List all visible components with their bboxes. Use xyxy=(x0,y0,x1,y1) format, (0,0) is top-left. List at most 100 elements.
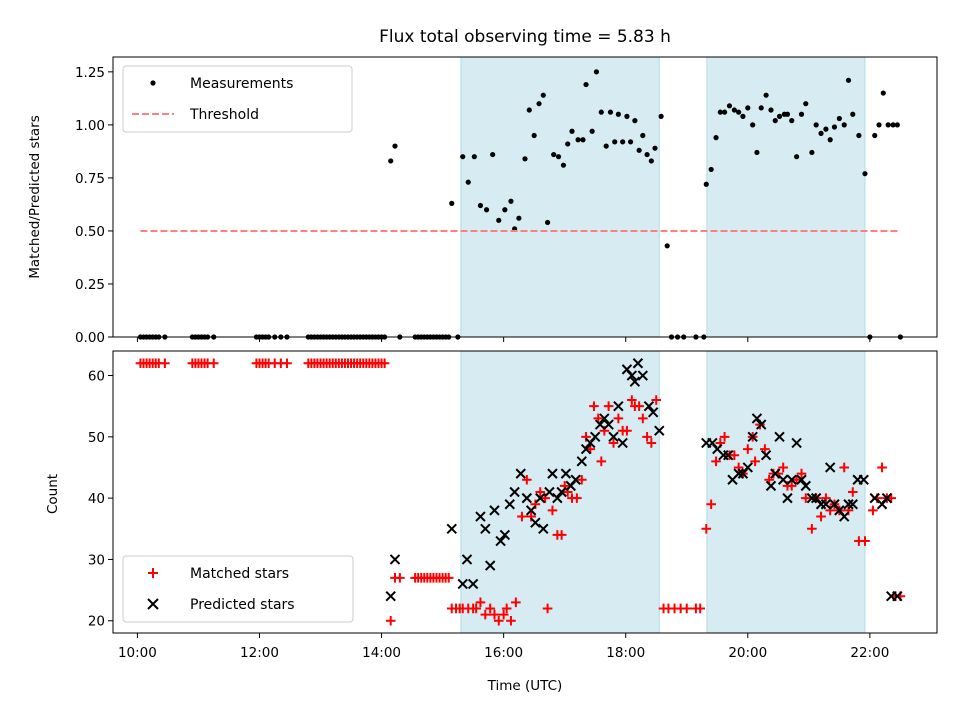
measurements-point xyxy=(754,149,760,156)
predicted-stars-point xyxy=(547,468,558,479)
measurements-point xyxy=(551,151,557,158)
axes-frame-bottom xyxy=(112,350,938,634)
y-tick-label-bottom: 30 xyxy=(88,552,105,568)
predicted-stars-point xyxy=(637,370,649,381)
x-tick-label: 12:00 xyxy=(240,645,279,661)
matched-stars-point xyxy=(816,511,826,522)
measurements-point xyxy=(536,101,542,107)
matched-stars-point xyxy=(547,505,558,516)
predicted-stars-point xyxy=(485,560,496,571)
matched-stars-point xyxy=(729,450,740,461)
predicted-stars-point xyxy=(570,474,581,485)
matched-stars-point xyxy=(517,511,527,522)
matched-stars-point xyxy=(596,456,607,467)
legend-label-predicted-stars: Predicted stars xyxy=(190,597,295,613)
measurements-point xyxy=(392,143,398,149)
y-tick-label-top: 0.50 xyxy=(75,224,105,240)
matched-stars-point xyxy=(282,358,292,369)
measurements-point xyxy=(789,118,795,124)
matched-stars-point xyxy=(572,493,582,503)
measurements-point xyxy=(471,154,477,160)
matched-stars-point xyxy=(622,425,632,436)
predicted-stars-point xyxy=(770,468,781,479)
matched-stars-point xyxy=(613,413,624,424)
predicted-stars-point xyxy=(632,358,644,369)
predicted-stars-point xyxy=(847,499,858,510)
measurements-point xyxy=(856,132,862,139)
predicted-stars-point xyxy=(613,400,624,412)
measurements-point xyxy=(477,202,484,209)
measurements-point xyxy=(740,113,746,119)
matched-stars-point xyxy=(778,462,788,473)
axes-frame-top xyxy=(112,56,938,338)
measurements-point xyxy=(648,158,654,164)
predicted-stars-point xyxy=(499,529,511,541)
measurements-point xyxy=(652,145,658,151)
measurements-point xyxy=(768,107,774,113)
measurements-point xyxy=(483,207,490,213)
predicted-stars-point xyxy=(515,468,526,479)
predicted-stars-point xyxy=(457,578,468,590)
predicted-stars-point xyxy=(786,474,797,485)
matched-stars-point xyxy=(511,597,521,608)
measurements-point xyxy=(803,101,809,107)
predicted-stars-point xyxy=(777,474,789,485)
y-tick-label-top: 0.25 xyxy=(75,277,105,293)
x-tick-label: 22:00 xyxy=(850,645,889,661)
predicted-stars-point xyxy=(475,511,486,522)
predicted-stars-point xyxy=(723,450,734,461)
measurements-point xyxy=(644,151,650,158)
matched-stars-point xyxy=(576,474,587,485)
measurements-point xyxy=(717,109,723,115)
x-tick-label: 14:00 xyxy=(362,645,401,661)
predicted-stars-point xyxy=(538,523,549,534)
predicted-stars-point xyxy=(733,468,744,479)
measurements-point xyxy=(794,154,800,160)
measurements-point xyxy=(565,141,571,147)
matched-stars-point xyxy=(750,456,760,467)
matched-stars-point xyxy=(485,603,496,614)
x-tick-label: 18:00 xyxy=(606,645,645,661)
legend-label-measurements: Measurements xyxy=(190,76,293,92)
predicted-stars-point xyxy=(495,535,506,547)
measurements-point xyxy=(880,90,886,96)
measurements-point xyxy=(522,156,528,162)
measurements-point xyxy=(508,198,514,204)
measurements-point xyxy=(831,124,838,130)
matched-stars-point xyxy=(847,487,858,497)
x-tick-label: 16:00 xyxy=(484,645,523,661)
matched-stars-point xyxy=(791,474,802,485)
predicted-stars-point xyxy=(760,450,772,461)
matched-stars-point xyxy=(379,358,390,369)
matched-stars-point xyxy=(208,358,219,369)
measurements-point xyxy=(745,105,751,111)
matched-stars-point xyxy=(385,615,396,626)
measurements-point xyxy=(569,128,575,134)
measurements-point xyxy=(598,109,604,115)
predicted-stars-point xyxy=(480,523,491,534)
predicted-stars-point xyxy=(892,591,903,602)
predicted-stars-point xyxy=(881,492,893,504)
measurements-point xyxy=(583,81,589,88)
measurements-point xyxy=(607,109,614,115)
predicted-stars-point xyxy=(576,456,587,467)
measurements-point xyxy=(721,109,728,115)
matched-stars-point xyxy=(480,609,491,620)
observing-window-top-0 xyxy=(460,56,660,338)
predicted-stars-point xyxy=(774,431,785,443)
measurements-point xyxy=(560,162,567,168)
matched-stars-point xyxy=(807,523,817,534)
measurements-point xyxy=(544,219,551,226)
matched-stars-point xyxy=(608,438,619,448)
measurements-point xyxy=(589,128,595,134)
measurements-point xyxy=(823,126,829,132)
matched-stars-point xyxy=(860,536,870,546)
matched-stars-point xyxy=(535,487,546,497)
y-tick-label-top: 0.00 xyxy=(75,330,105,346)
predicted-stars-point xyxy=(556,486,567,498)
measurements-point xyxy=(460,154,466,160)
measurements-point xyxy=(516,215,522,221)
predicted-stars-point xyxy=(603,419,614,430)
matched-stars-point xyxy=(701,523,712,534)
predicted-stars-point xyxy=(756,419,767,430)
